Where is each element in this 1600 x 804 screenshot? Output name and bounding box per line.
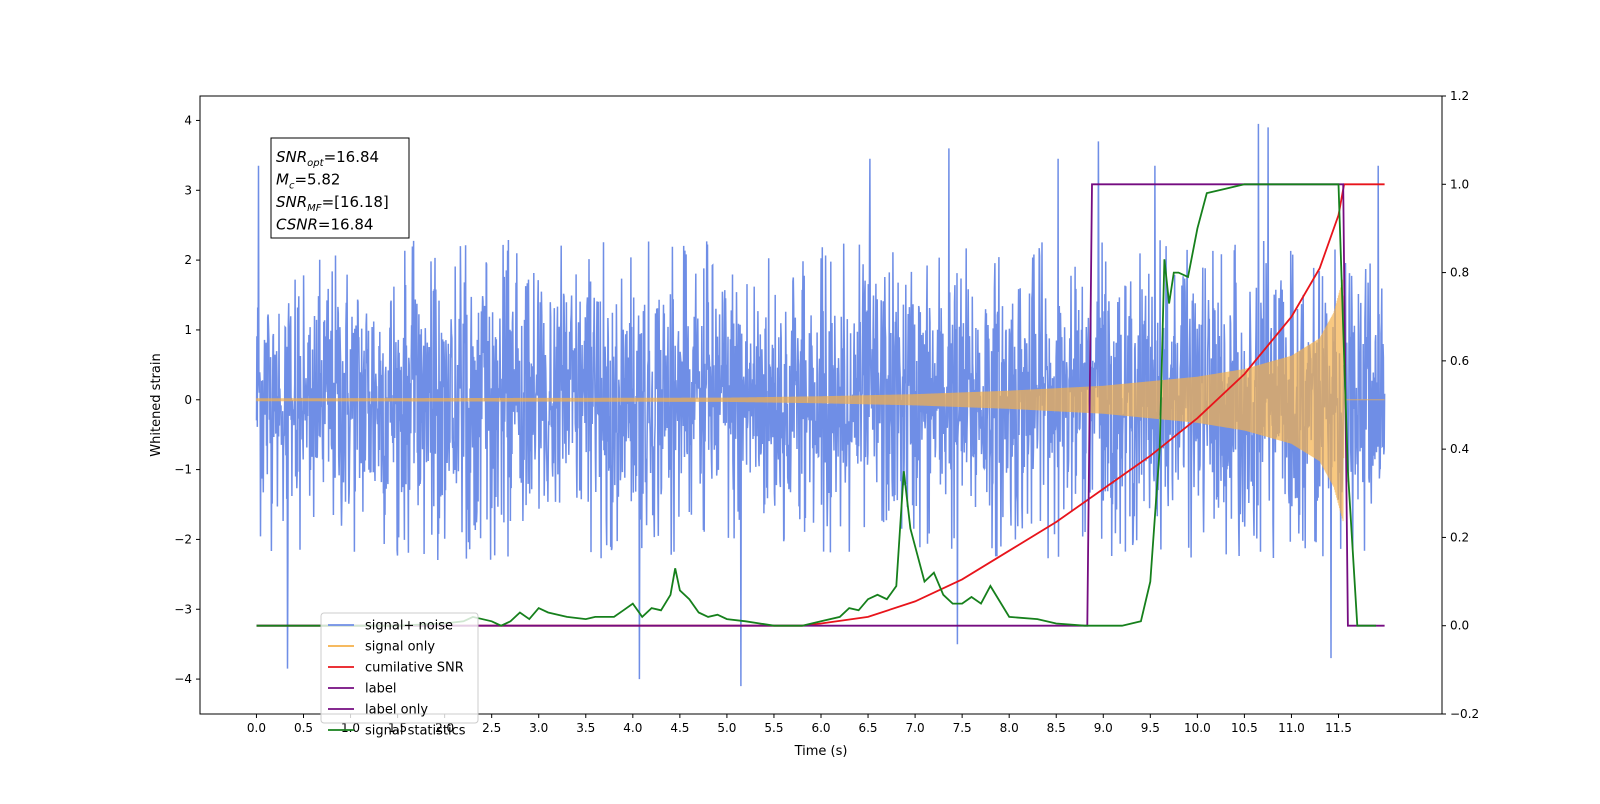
y2-tick-label: 0.0 <box>1450 619 1469 633</box>
y-tick-label: −2 <box>174 532 192 546</box>
series-signal-only <box>255 279 1385 522</box>
x-tick-label: 11.0 <box>1278 721 1305 735</box>
x-tick-label: 10.0 <box>1184 721 1211 735</box>
x-tick-label: 4.5 <box>670 721 689 735</box>
x-tick-label: 7.5 <box>953 721 972 735</box>
y2-tick-label: 1.2 <box>1450 89 1469 103</box>
annotation-frame <box>270 137 410 239</box>
x-tick-label: 6.5 <box>858 721 877 735</box>
x-tick-label: 3.5 <box>576 721 595 735</box>
legend-label-signal-noise: signal+ noise <box>365 619 453 634</box>
x-axis-label: Time (s) <box>794 744 848 759</box>
legend-frame <box>320 612 479 724</box>
x-tick-label: 1.5 <box>388 721 407 735</box>
x-tick-label: 0.5 <box>294 721 313 735</box>
y2-tick-label: 0.6 <box>1450 354 1469 368</box>
series-layer <box>255 123 1386 687</box>
x-tick-label: 2.5 <box>482 721 501 735</box>
legend-label-cumilative-snr: cumilative SNR <box>365 661 464 676</box>
y-tick-label: 2 <box>184 253 192 267</box>
x-tick-label: 8.5 <box>1047 721 1066 735</box>
x-tick-label: 5.5 <box>764 721 783 735</box>
x-tick-label: 5.0 <box>717 721 736 735</box>
x-tick-label: 8.0 <box>1000 721 1019 735</box>
series-signal-statistics <box>256 183 1377 627</box>
annotation-line: Mc=5.82 <box>276 171 340 192</box>
series-label <box>256 183 1385 627</box>
y-tick-label: 0 <box>184 393 192 407</box>
y-tick-label: −4 <box>174 672 192 686</box>
y-axis-label: Whitened strain <box>149 353 164 456</box>
x-tick-label: 9.5 <box>1141 721 1160 735</box>
y-tick-label: 4 <box>184 113 192 127</box>
series-cumilative-snr <box>256 183 1385 627</box>
legend-label-label-only: label only <box>365 703 428 718</box>
y2-tick-label: 0.2 <box>1450 530 1469 544</box>
annotation-line: SNRopt=16.84 <box>276 148 379 169</box>
y2-tick-label: 0.8 <box>1450 266 1469 280</box>
x-tick-label: 4.0 <box>623 721 642 735</box>
y2-tick-label: 0.4 <box>1450 442 1469 456</box>
legend-label-signal-statistics: signal statistics <box>365 724 466 739</box>
y-tick-label: −3 <box>174 602 192 616</box>
y-tick-label: 1 <box>184 323 192 337</box>
y-axis-right: −0.2 0.0 0.2 0.4 0.6 0.8 1.0 1.2 <box>1442 89 1479 721</box>
x-tick-label: 1.0 <box>341 721 360 735</box>
y2-tick-label: −0.2 <box>1450 707 1479 721</box>
annotation-line: CSNR=16.84 <box>276 216 373 234</box>
x-axis: 0.0 0.5 1.0 1.5 2.0 2.5 3.0 3.5 4.0 4.5 5.0 5.5 6.0 6… <box>247 714 1352 735</box>
x-tick-label: 2.0 <box>435 721 454 735</box>
x-tick-label: 0.0 <box>247 721 266 735</box>
x-tick-label: 7.0 <box>906 721 925 735</box>
y-tick-label: 3 <box>184 183 192 197</box>
legend: signal+ noise signal only cumilative SNR la… <box>320 612 479 739</box>
y2-tick-label: 1.0 <box>1450 177 1469 191</box>
x-tick-label: 10.5 <box>1231 721 1258 735</box>
y-tick-label: −1 <box>174 463 192 477</box>
legend-label-signal-only: signal only <box>365 640 435 655</box>
x-tick-label: 9.0 <box>1094 721 1113 735</box>
x-tick-label: 11.5 <box>1325 721 1352 735</box>
y-axis-left: −4 −3 −2 −1 0 1 2 3 4 <box>174 113 200 686</box>
x-tick-label: 6.0 <box>811 721 830 735</box>
x-tick-label: 3.0 <box>529 721 548 735</box>
legend-label-label: label <box>365 682 396 697</box>
annotation-line: SNRMF=[16.18] <box>276 193 389 214</box>
